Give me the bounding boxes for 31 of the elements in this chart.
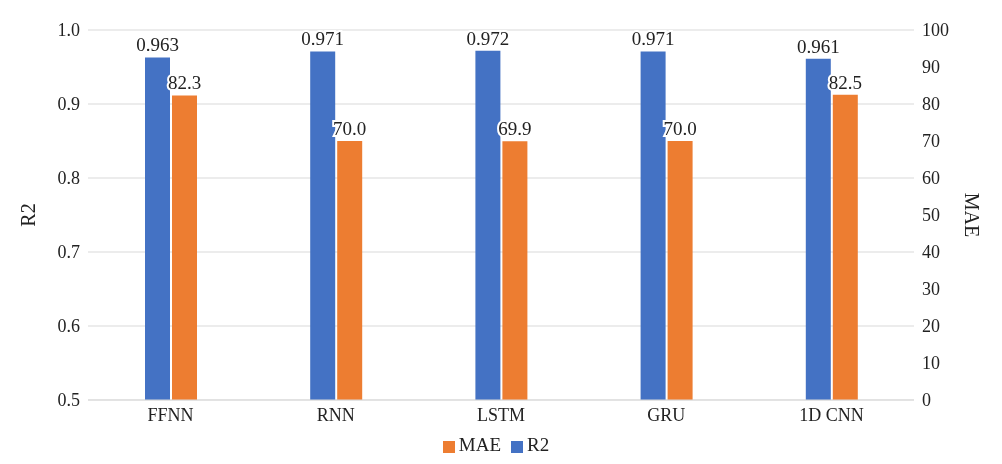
y-tick-label: 0.8 <box>57 168 80 189</box>
y-tick-label: 1.0 <box>57 20 80 41</box>
y2-tick-label: 30 <box>922 279 940 300</box>
y-axis-title: R2 <box>17 203 40 227</box>
data-label: 0.963 <box>136 34 179 56</box>
y-tick-label: 0.7 <box>57 242 80 263</box>
y-tick-label: 0.6 <box>57 316 80 337</box>
y2-tick-label: 40 <box>922 242 940 263</box>
x-tick-label: GRU <box>647 404 686 425</box>
y2-tick-label: 0 <box>922 390 931 411</box>
y2-tick-label: 80 <box>922 94 940 115</box>
data-label: 0.971 <box>301 28 345 50</box>
y2-tick-label: 50 <box>922 205 940 226</box>
data-label: 0.971 <box>631 28 675 50</box>
x-tick-label: RNN <box>316 404 355 425</box>
y2-tick-label: 20 <box>922 316 940 337</box>
y2-axis-title: MAE <box>960 192 983 238</box>
x-tick-label: LSTM <box>476 404 526 425</box>
data-label: 0.972 <box>466 27 510 49</box>
x-tick-label: FFNN <box>147 404 194 425</box>
x-tick-label: 1D CNN <box>799 404 864 425</box>
y2-tick-label: 100 <box>922 20 949 41</box>
y2-tick-label: 70 <box>922 131 940 152</box>
data-label: 0.961 <box>796 35 840 57</box>
legend-label: R2 <box>527 434 550 455</box>
y-tick-label: 0.9 <box>57 94 80 115</box>
y2-tick-label: 10 <box>922 353 940 374</box>
legend-label: MAE <box>458 434 502 455</box>
y2-tick-label: 60 <box>922 168 940 189</box>
y2-tick-label: 90 <box>922 57 940 78</box>
y-tick-label: 0.5 <box>57 390 80 411</box>
